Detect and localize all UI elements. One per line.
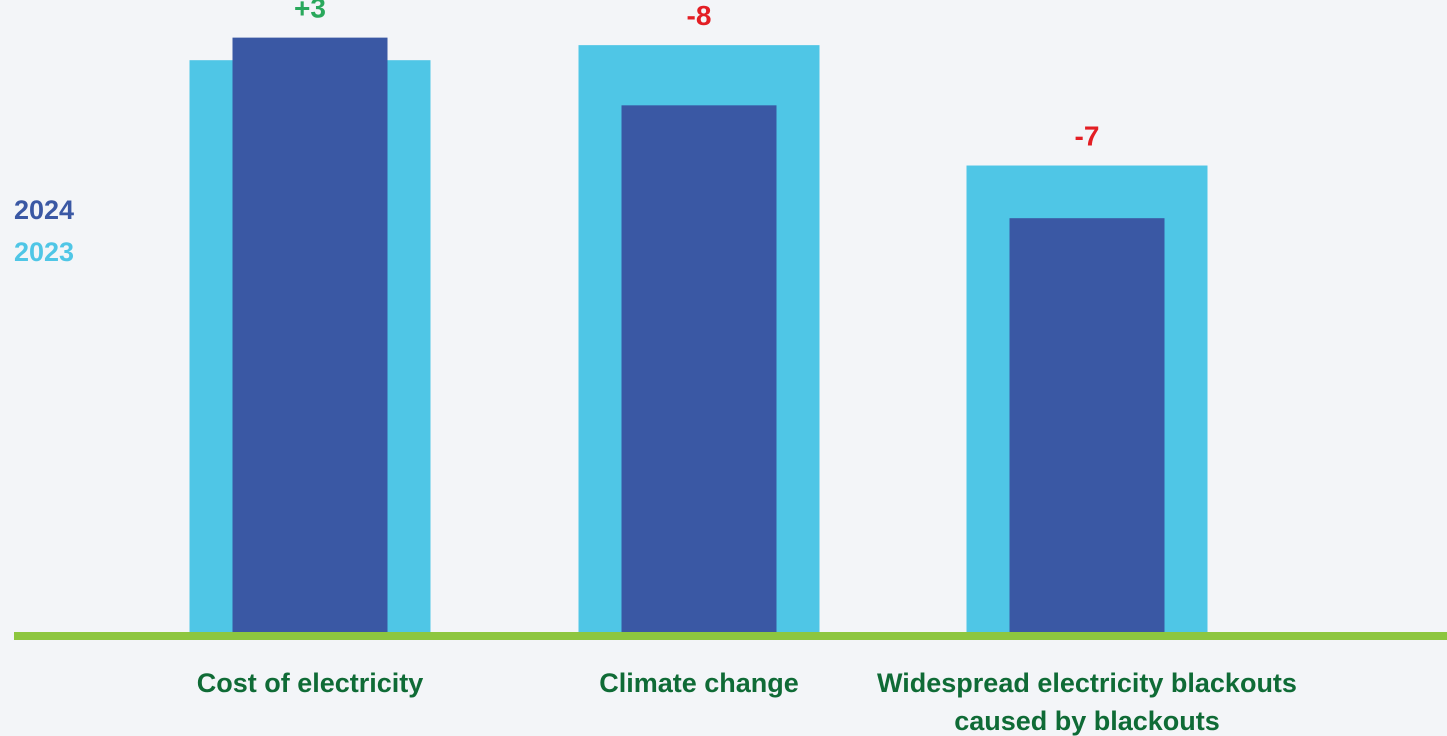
category-label-line: Cost of electricity (197, 668, 424, 698)
category-label-line: caused by blackouts (954, 706, 1220, 736)
change-label: -7 (1075, 121, 1100, 152)
change-label: -8 (687, 0, 712, 31)
category-label: Cost of electricity (197, 668, 424, 698)
change-label: +3 (294, 0, 326, 24)
category-label-line: Climate change (599, 668, 799, 698)
legend: 2024 2023 (14, 195, 74, 267)
legend-item-2023: 2023 (14, 237, 74, 267)
change-labels: +3 -8 -7 (294, 0, 1099, 152)
category-labels: Cost of electricity Climate change Widespr… (197, 668, 1297, 736)
bar-2024 (621, 105, 777, 633)
legend-item-2024: 2024 (14, 195, 74, 225)
bar-2024 (232, 37, 388, 633)
bar-2024 (1009, 218, 1165, 632)
series-2024-bars (232, 37, 1165, 633)
category-label: Climate change (599, 668, 799, 698)
category-label: Widespread electricity blackouts caused b… (877, 668, 1297, 736)
category-label-line: Widespread electricity blackouts (877, 668, 1297, 698)
